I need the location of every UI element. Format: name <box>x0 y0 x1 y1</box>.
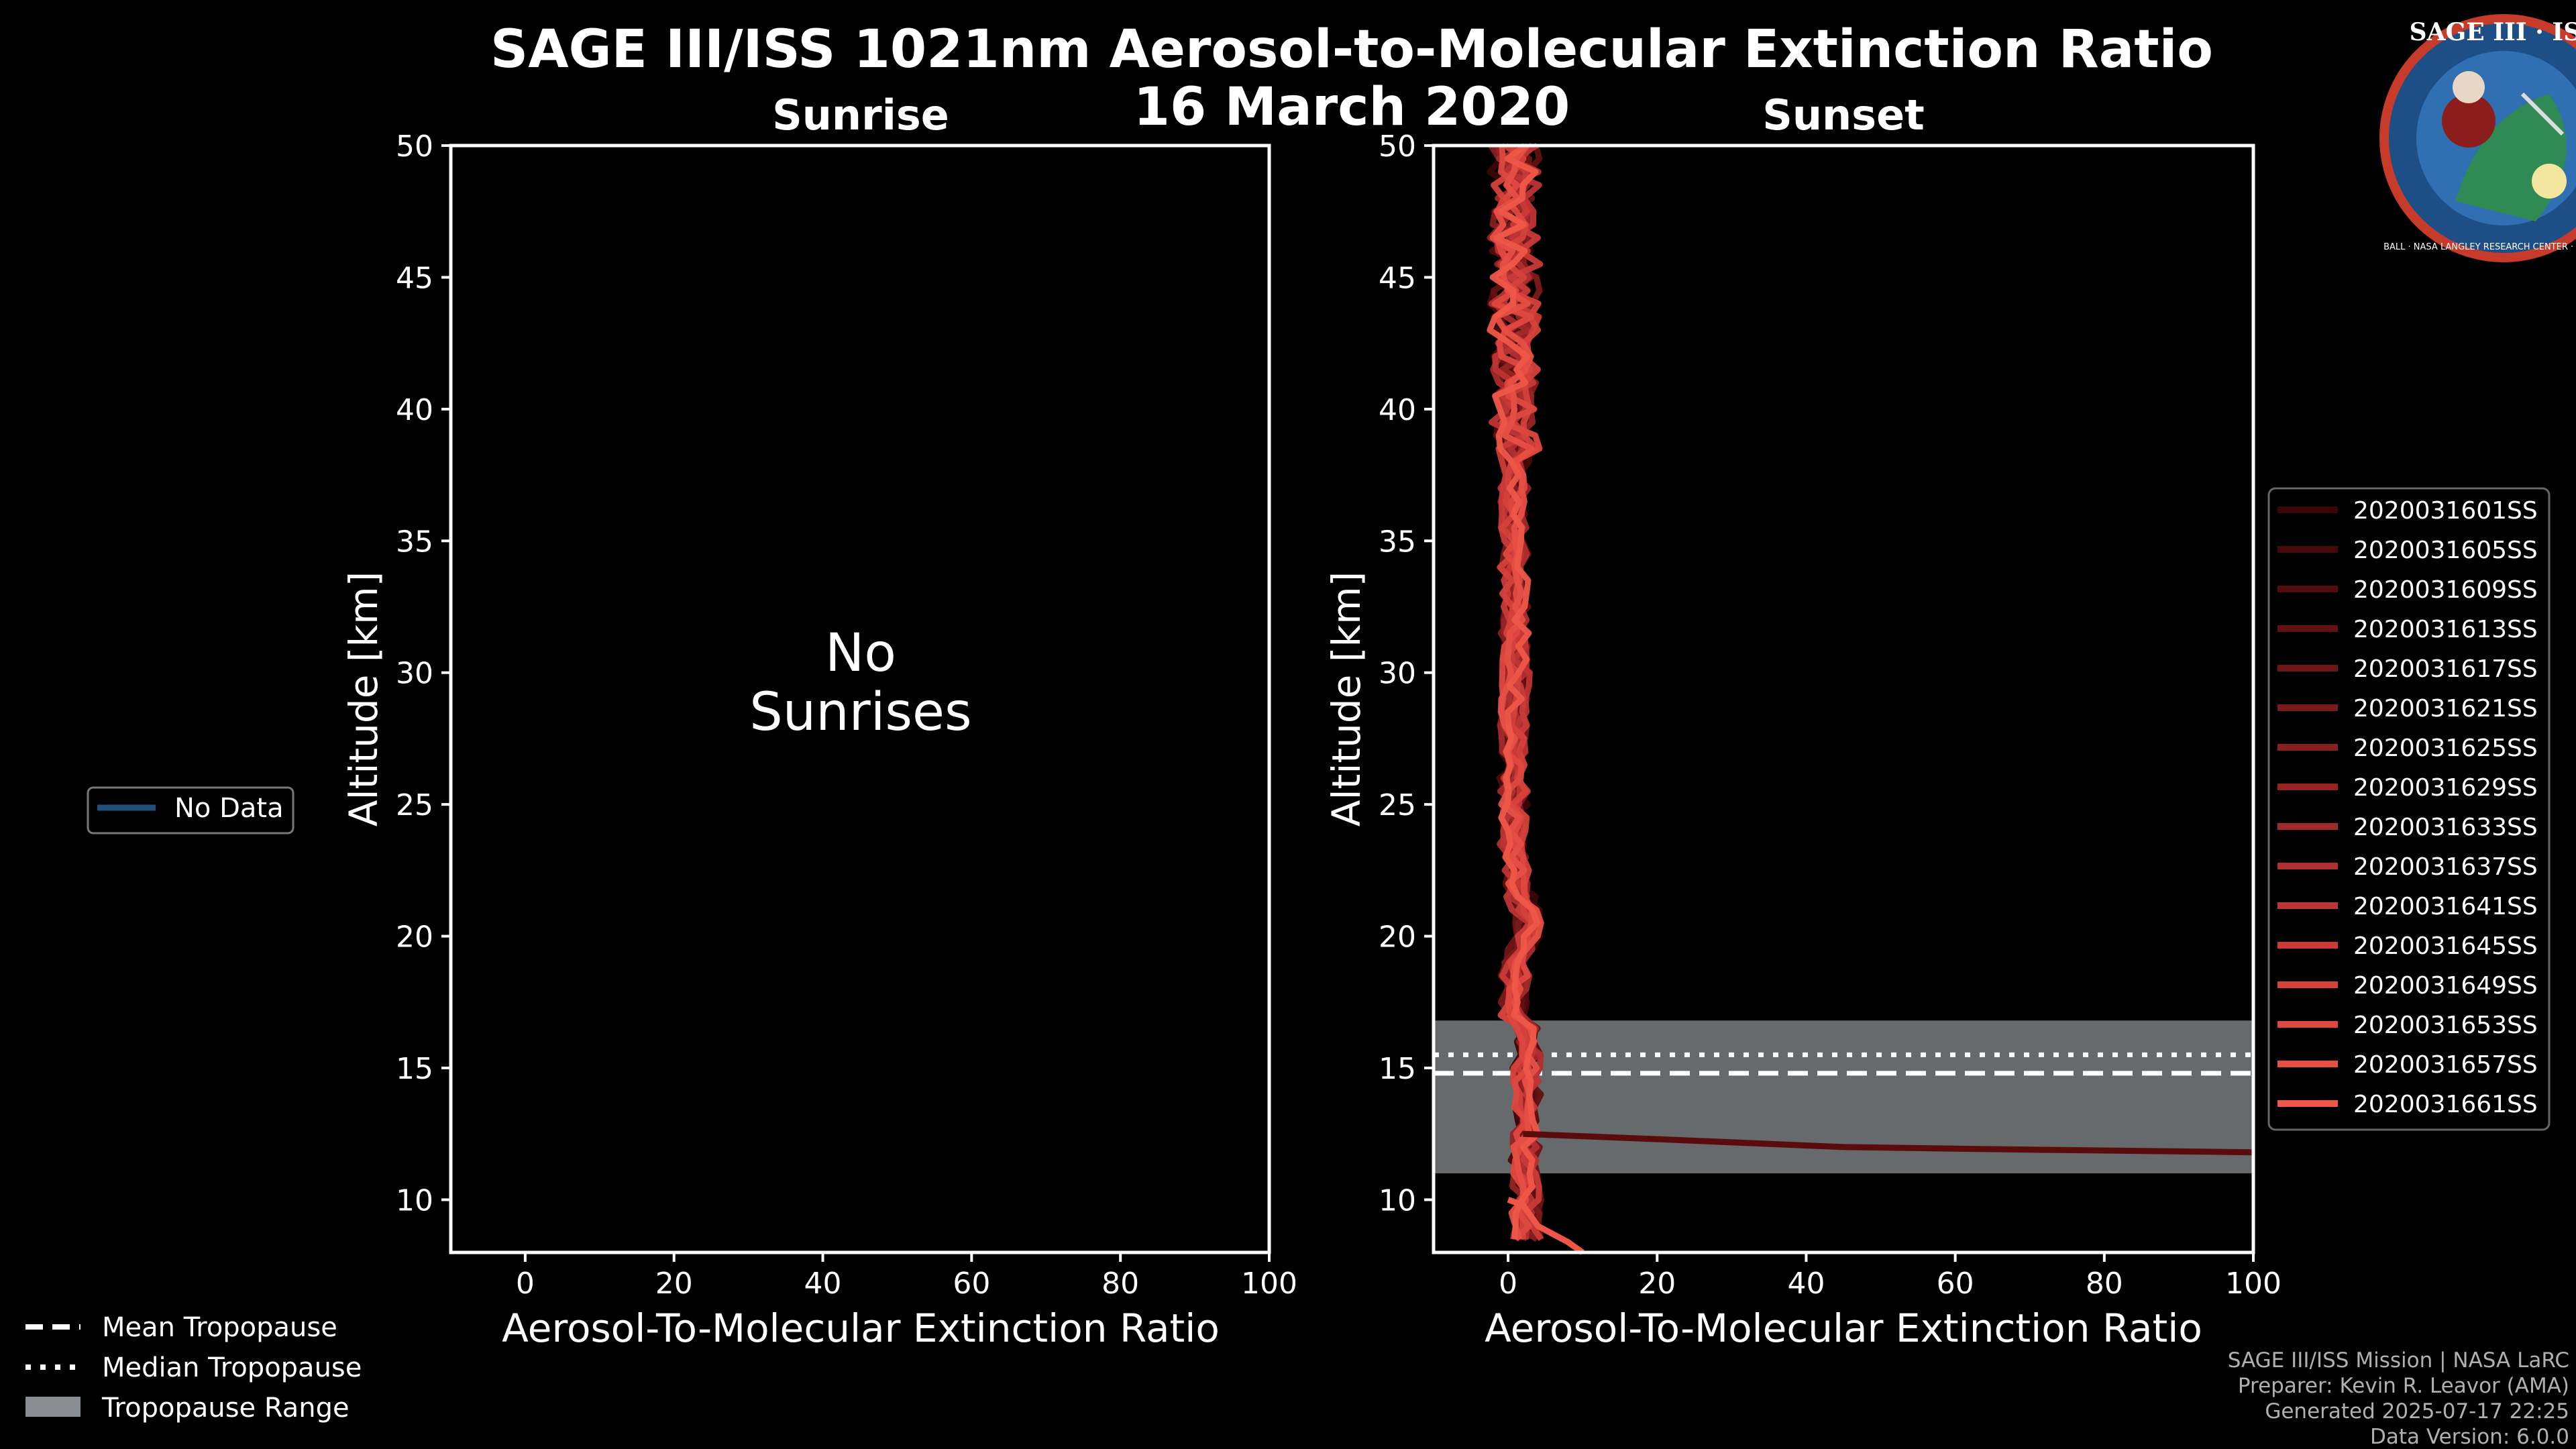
no-data-legend: No Data <box>87 786 294 835</box>
sunset-y-tick-label: 40 <box>1379 393 1416 427</box>
tropopause-legend: Mean Tropopause Median Tropopause Tropop… <box>25 1312 362 1424</box>
no-data-legend-box <box>87 786 294 835</box>
sunset-x-tick-label: 0 <box>1499 1267 1517 1301</box>
sunset-y-tick-label: 15 <box>1379 1052 1416 1086</box>
legend-label-2020031609SS: 2020031609SS <box>2353 576 2538 604</box>
logo-title: SAGE III · ISS <box>2410 18 2576 46</box>
sunrise-x-tick-label: 20 <box>655 1267 693 1301</box>
sunset-y-tick-label: 45 <box>1379 261 1416 295</box>
footer-mission: SAGE III/ISS Mission | NASA LaRC <box>2228 1348 2569 1373</box>
sunset-y-tick-label: 30 <box>1379 657 1416 691</box>
sunrise-x-ticks: 0 20 40 60 80 100 <box>516 1252 1297 1301</box>
sunrise-title: Sunrise <box>772 91 949 140</box>
date-title: 16 March 2020 <box>1134 77 1570 138</box>
legend-label-2020031641SS: 2020031641SS <box>2353 893 2538 920</box>
sunset-y-axis-label: Altitude [km] <box>1324 572 1369 826</box>
sunrise-y-tick-label: 15 <box>396 1052 433 1086</box>
sunrise-y-tick-label: 25 <box>396 788 433 822</box>
sunrise-y-tick-label: 10 <box>396 1183 433 1218</box>
sunrise-y-tick-label: 40 <box>396 393 433 427</box>
sunset-x-tick-label: 60 <box>1937 1267 1974 1301</box>
footer-credits: SAGE III/ISS Mission | NASA LaRC Prepare… <box>2228 1348 2569 1449</box>
sunset-title: Sunset <box>1762 91 1925 140</box>
sunset-y-tick-label: 50 <box>1379 129 1416 164</box>
sunrise-y-tick-label: 45 <box>396 261 433 295</box>
sunset-x-tick-label: 100 <box>2225 1267 2282 1301</box>
no-data-label: No Data <box>174 793 284 824</box>
sunset-x-ticks: 0 20 40 60 80 100 <box>1499 1252 2282 1301</box>
sunrise-y-tick-label: 30 <box>396 657 433 691</box>
legend-label-2020031621SS: 2020031621SS <box>2353 695 2538 722</box>
sunset-y-tick-label: 20 <box>1379 920 1416 955</box>
tropopause-range-label: Tropopause Range <box>101 1393 350 1424</box>
sunrise-plot-area <box>449 144 1271 1254</box>
legend-label-2020031633SS: 2020031633SS <box>2353 814 2538 841</box>
sunrise-y-axis-label: Altitude [km] <box>341 572 386 826</box>
sunset-x-tick-label: 40 <box>1787 1267 1825 1301</box>
no-sunrises-message-line1: No <box>825 623 896 684</box>
footer-generated: Generated 2025-07-17 22:25 <box>2265 1399 2569 1424</box>
sunset-plot-frame <box>1432 144 2255 1254</box>
sunrise-x-tick-label: 100 <box>1241 1267 1297 1301</box>
legend-label-2020031625SS: 2020031625SS <box>2353 735 2538 762</box>
sunset-x-axis-label: Aerosol-To-Molecular Extinction Ratio <box>1485 1305 2202 1351</box>
no-sunrises-message-line2: Sunrises <box>749 682 971 743</box>
legend-label-2020031637SS: 2020031637SS <box>2353 853 2538 881</box>
legend-label-2020031653SS: 2020031653SS <box>2353 1012 2538 1039</box>
legend-label-2020031617SS: 2020031617SS <box>2353 655 2538 683</box>
legend-label-2020031657SS: 2020031657SS <box>2353 1051 2538 1079</box>
sunset-legend: 2020031601SS 2020031605SS 2020031609SS 2020… <box>2267 487 2551 1131</box>
sunset-x-tick-label: 20 <box>1638 1267 1676 1301</box>
sunset-y-tick-label: 25 <box>1379 788 1416 822</box>
mean-tropopause-label: Mean Tropopause <box>102 1312 337 1343</box>
sunrise-x-tick-label: 0 <box>516 1267 535 1301</box>
footer-data-version: Data Version: 6.0.0 <box>2370 1425 2569 1449</box>
sunset-y-tick-label: 10 <box>1379 1183 1416 1218</box>
logo-ring-text: BALL · NASA LANGLEY RESEARCH CENTER · TA… <box>2383 242 2576 252</box>
sunrise-x-axis-label: Aerosol-To-Molecular Extinction Ratio <box>502 1305 1220 1351</box>
sunrise-y-ticks: 10 15 20 25 30 35 40 45 50 <box>396 129 451 1218</box>
sunrise-x-tick-label: 40 <box>804 1267 842 1301</box>
sunset-profile-lines <box>1487 142 2254 1255</box>
sunrise-y-tick-label: 35 <box>396 525 433 559</box>
sunset-x-tick-label: 80 <box>2086 1267 2123 1301</box>
legend-label-2020031649SS: 2020031649SS <box>2353 972 2538 1000</box>
sunset-profile-line <box>1507 1197 1585 1255</box>
sunrise-y-tick-label: 20 <box>396 920 433 955</box>
tropopause-range-swatch <box>25 1397 80 1417</box>
sunset-legend-box <box>2267 487 2551 1131</box>
legend-label-2020031613SS: 2020031613SS <box>2353 616 2538 643</box>
legend-label-2020031629SS: 2020031629SS <box>2353 774 2538 802</box>
legend-label-2020031645SS: 2020031645SS <box>2353 932 2538 960</box>
sunrise-y-tick-label: 50 <box>396 129 433 164</box>
legend-label-2020031601SS: 2020031601SS <box>2353 497 2538 525</box>
sunset-profile-line <box>1523 1130 2254 1156</box>
median-tropopause-label: Median Tropopause <box>102 1352 362 1383</box>
legend-label-2020031605SS: 2020031605SS <box>2353 537 2538 564</box>
sunset-y-ticks: 10 15 20 25 30 35 40 45 50 <box>1379 129 1434 1218</box>
legend-label-2020031661SS: 2020031661SS <box>2353 1091 2538 1118</box>
sunrise-x-tick-label: 80 <box>1102 1267 1139 1301</box>
sage-logo-icon: SAGE III · ISS BALL · NASA LANGLEY RESEA… <box>2379 14 2576 262</box>
sunset-profile-line <box>1487 143 1541 1240</box>
main-title: SAGE III/ISS 1021nm Aerosol-to-Molecular… <box>490 19 2213 80</box>
sunrise-x-tick-label: 60 <box>953 1267 990 1301</box>
sunset-panel: Sunset 10 15 20 25 30 35 40 45 50 0 20 40 60 80 100 A… <box>1324 91 2282 1351</box>
footer-preparer: Preparer: Kevin R. Leavor (AMA) <box>2238 1374 2569 1398</box>
sunset-y-tick-label: 35 <box>1379 525 1416 559</box>
